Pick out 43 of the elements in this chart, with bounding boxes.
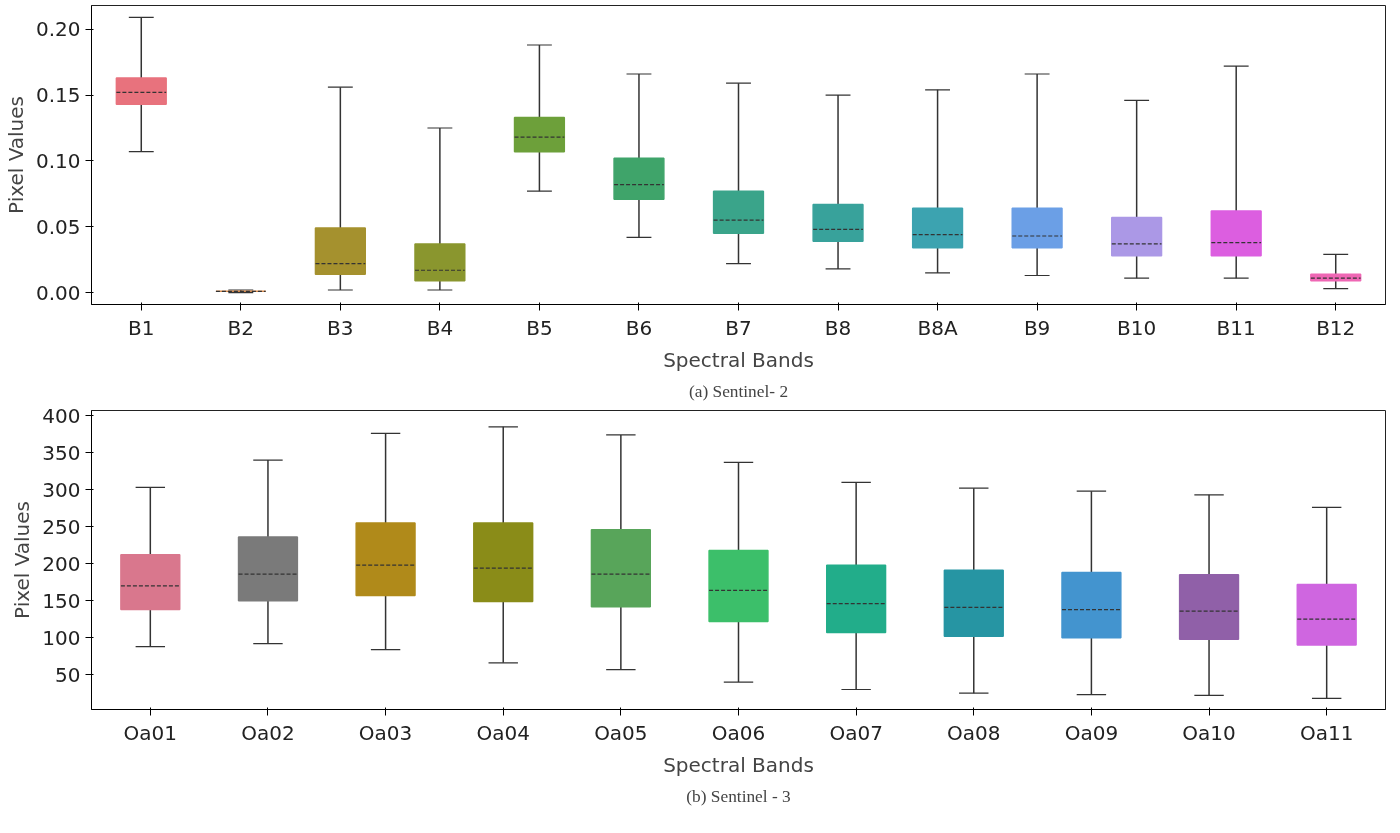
x-tick-label: Oa10 bbox=[1182, 720, 1236, 745]
x-tick-label: Oa04 bbox=[476, 720, 530, 745]
x-tick-label: Oa03 bbox=[358, 720, 413, 745]
x-tick-label: B7 bbox=[725, 315, 752, 340]
x-tick-label: B8 bbox=[824, 315, 852, 340]
x-tick-label: B1 bbox=[128, 315, 155, 340]
x-tick-label: Oa09 bbox=[1064, 720, 1119, 745]
text: (a) Sentinel- 2 bbox=[688, 381, 789, 401]
x-tick-label: B3 bbox=[327, 315, 354, 340]
x-tick-label: Oa07 bbox=[829, 720, 883, 745]
x-tick-label: B11 bbox=[1216, 315, 1256, 340]
x-tick-label: B8A bbox=[917, 315, 958, 340]
x-tick-label: B10 bbox=[1117, 315, 1157, 340]
y-tick-label: 0.15 bbox=[35, 83, 81, 108]
y-tick-label: 300 bbox=[42, 477, 81, 502]
y-axis-title: Pixel Values bbox=[10, 501, 35, 619]
x-axis-title: Spectral Bands bbox=[663, 752, 814, 777]
x-tick-label: Oa11 bbox=[1299, 720, 1354, 745]
x-tick-label: Oa06 bbox=[711, 720, 766, 745]
y-tick-label: 0.05 bbox=[35, 214, 81, 239]
x-tick-label: Oa02 bbox=[241, 720, 295, 745]
y-tick-label: 200 bbox=[42, 551, 81, 576]
x-tick-label: B2 bbox=[227, 315, 255, 340]
y-tick-label: 350 bbox=[42, 440, 81, 465]
y-tick-label: 100 bbox=[42, 625, 81, 650]
y-tick-label: 0.20 bbox=[35, 17, 81, 42]
x-tick-label: Oa08 bbox=[947, 720, 1001, 745]
x-tick-label: B12 bbox=[1316, 315, 1356, 340]
y-tick-label: 0.00 bbox=[35, 280, 81, 305]
y-tick-label: 0.10 bbox=[35, 148, 81, 173]
y-tick-label: 250 bbox=[42, 514, 81, 539]
y-tick-label: 150 bbox=[42, 588, 81, 613]
y-axis-title: Pixel Values bbox=[3, 96, 28, 214]
x-tick-label: B9 bbox=[1023, 315, 1051, 340]
x-tick-label: Oa01 bbox=[123, 720, 178, 745]
text: (b) Sentinel - 3 bbox=[686, 786, 791, 806]
y-tick-label: 50 bbox=[55, 662, 81, 687]
x-tick-label: Oa05 bbox=[594, 720, 648, 745]
x-tick-label: B5 bbox=[526, 315, 553, 340]
y-tick-label: 400 bbox=[42, 403, 81, 428]
x-axis-title: Spectral Bands bbox=[663, 347, 814, 372]
x-tick-label: B4 bbox=[426, 315, 454, 340]
x-tick-label: B6 bbox=[625, 315, 653, 340]
